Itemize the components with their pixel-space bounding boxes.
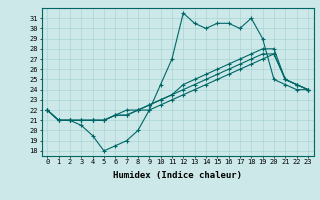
X-axis label: Humidex (Indice chaleur): Humidex (Indice chaleur)	[113, 171, 242, 180]
